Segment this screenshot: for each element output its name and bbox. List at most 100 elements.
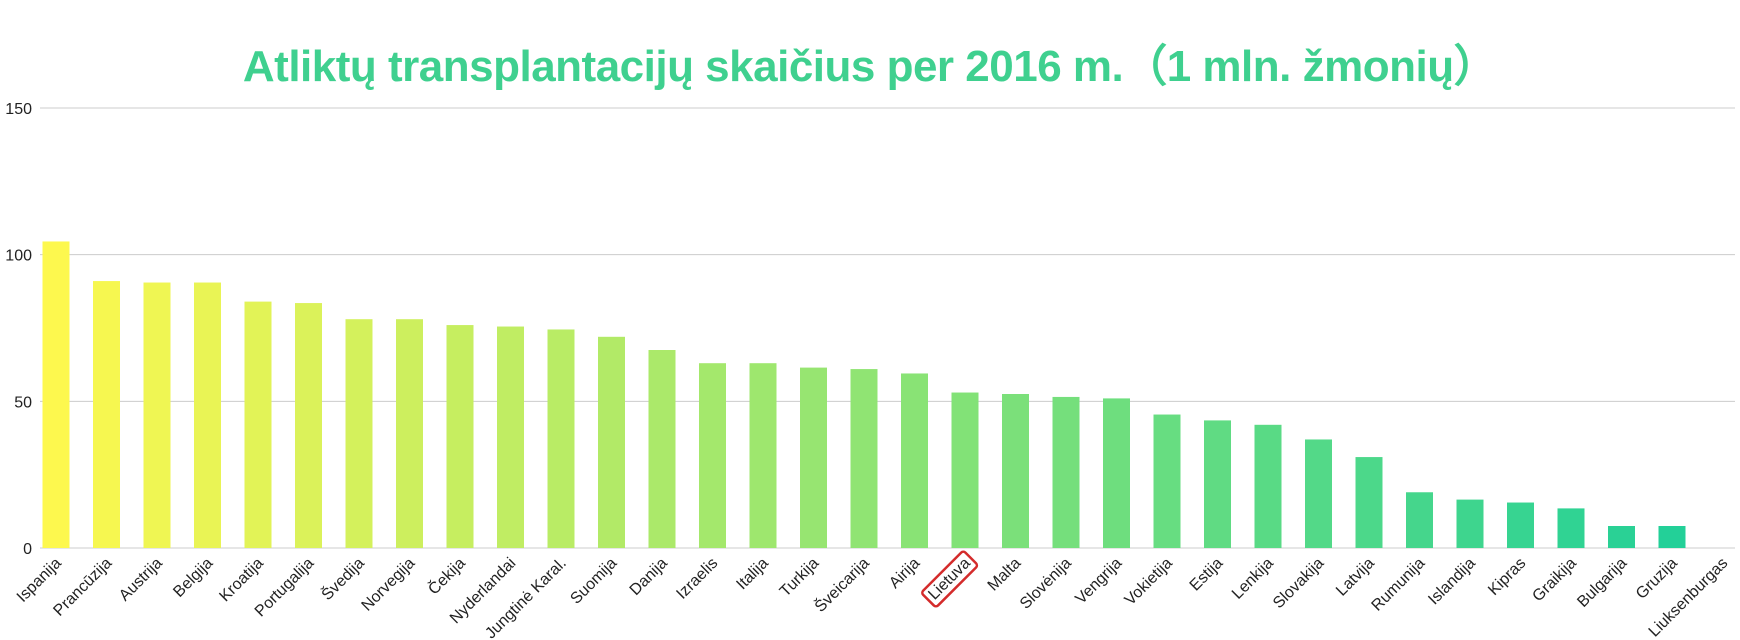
bar <box>194 282 221 548</box>
x-tick-label: Graikija <box>1529 555 1579 605</box>
bar <box>1557 508 1585 548</box>
x-tick-label: Gruzija <box>1633 555 1681 603</box>
x-tick-label-group: Vengrija <box>1072 555 1125 608</box>
bar <box>345 319 373 548</box>
x-tick-label-group: Graikija <box>1529 555 1579 605</box>
grid-lines <box>40 107 1735 549</box>
x-tick-label-group: Gruzija <box>1633 555 1681 603</box>
x-tick-label-group: Belgija <box>170 555 216 601</box>
x-tick-label: Rumunija <box>1369 555 1429 615</box>
x-tick-label-group: Danija <box>627 555 671 599</box>
bar <box>93 281 120 548</box>
bar <box>749 363 777 548</box>
x-tick-label-group: Norvegija <box>359 555 419 615</box>
bar <box>1406 492 1433 548</box>
x-tick-label: Bulgarija <box>1574 555 1630 611</box>
y-tick-label: 100 <box>5 248 32 265</box>
x-tick-label: Švedija <box>317 553 368 604</box>
x-tick-label-group: Šveicarija <box>810 553 873 616</box>
x-tick-label: Danija <box>627 555 671 599</box>
x-tick-label-group: Kipras <box>1485 555 1529 599</box>
bar <box>547 329 575 548</box>
x-tick-label-group: Slovėnija <box>1017 555 1075 613</box>
x-tick-label-group: Ispanija <box>14 555 65 606</box>
x-tick-label-group: Turkija <box>777 555 823 601</box>
chart-title: Atliktų transplantacijų skaičius per 201… <box>242 42 1498 91</box>
x-tick-label: Vengrija <box>1072 555 1125 608</box>
x-tick-label: Kroatija <box>216 555 266 605</box>
bar <box>850 369 878 548</box>
x-tick-label: Malta <box>985 555 1025 595</box>
x-tick-label-group: Estija <box>1187 555 1227 595</box>
x-tick-label: Belgija <box>170 555 216 601</box>
bar <box>244 301 272 548</box>
x-tick-label: Suomija <box>567 555 620 608</box>
x-tick-label-group: Švedija <box>317 553 368 604</box>
x-tick-label: Čekija <box>424 553 469 598</box>
bar <box>699 363 726 548</box>
x-tick-label-group: Lenkija <box>1229 555 1277 603</box>
bar <box>1052 396 1080 548</box>
bar <box>598 336 625 548</box>
highlight-box <box>921 550 979 608</box>
x-tick-label: Turkija <box>777 555 823 601</box>
x-tick-label-group: Islandija <box>1425 555 1479 609</box>
bar <box>951 392 979 548</box>
x-tick-label: Airija <box>886 555 923 592</box>
x-tick-label-group: Kroatija <box>216 555 266 605</box>
x-tick-label: Austrija <box>116 555 166 605</box>
x-tick-label: Slovakija <box>1270 555 1327 612</box>
x-tick-label: Estija <box>1187 555 1227 595</box>
bar <box>1204 420 1231 548</box>
x-tick-label: Ispanija <box>14 555 65 606</box>
bar <box>1608 526 1635 548</box>
x-tick-label: Islandija <box>1425 555 1479 609</box>
x-tick-label: Slovėnija <box>1017 555 1075 613</box>
y-tick-label: 0 <box>23 541 32 558</box>
bar <box>1153 414 1181 548</box>
x-tick-label: Latvija <box>1333 555 1378 600</box>
bar <box>1002 394 1029 548</box>
bar <box>1103 398 1130 548</box>
x-tick-label: Norvegija <box>359 555 419 615</box>
x-tick-label-group: Bulgarija <box>1574 555 1630 611</box>
x-tick-label: Izraelis <box>673 555 721 603</box>
x-tick-label: Kipras <box>1485 555 1529 599</box>
bar <box>295 303 322 548</box>
x-tick-label-group: Izraelis <box>673 555 721 603</box>
x-tick-label: Lenkija <box>1229 555 1277 603</box>
x-tick-label: Šveicarija <box>810 553 873 616</box>
x-tick-label-group: Slovakija <box>1270 555 1327 612</box>
bar <box>800 367 827 548</box>
bar <box>42 241 70 548</box>
y-axis-ticks: 0 50 100 150 <box>5 101 32 558</box>
bar <box>648 350 676 548</box>
bar <box>143 282 171 548</box>
y-tick-label: 50 <box>14 394 32 411</box>
x-tick-label: Italija <box>733 555 772 594</box>
bars <box>42 241 1686 548</box>
bar <box>1254 424 1282 548</box>
x-tick-label-group: Airija <box>886 555 923 592</box>
bar <box>1355 457 1383 548</box>
x-tick-label-group: Austrija <box>116 555 166 605</box>
y-tick-label: 150 <box>5 101 32 118</box>
bar <box>1507 502 1534 548</box>
bar <box>497 326 524 548</box>
x-tick-label-group: Latvija <box>1333 555 1378 600</box>
x-tick-label-group: Suomija <box>567 555 620 608</box>
bar <box>901 373 928 548</box>
bar <box>1658 526 1686 548</box>
x-tick-label: Lietuva <box>925 555 974 604</box>
bar <box>1456 499 1484 548</box>
x-tick-label-group: Malta <box>985 555 1025 595</box>
x-tick-label-group: Italija <box>733 555 772 594</box>
bar <box>396 319 423 548</box>
x-tick-label-group: Rumunija <box>1369 555 1429 615</box>
x-tick-label-group: Lietuva <box>921 550 979 608</box>
bar <box>1305 439 1332 548</box>
bar <box>446 325 474 548</box>
x-tick-label-group: Čekija <box>424 553 469 598</box>
